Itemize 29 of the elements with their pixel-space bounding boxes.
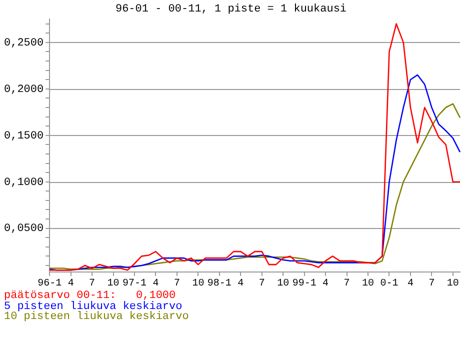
y-tick-label: 0,1000 bbox=[4, 176, 44, 189]
x-tick-label: 99-1 bbox=[292, 278, 316, 290]
text: päätösarvo 00-11: 0,1000 bbox=[4, 290, 176, 302]
x-tick-label: 10 bbox=[446, 278, 459, 290]
x-tick-label: 7 bbox=[258, 278, 265, 290]
x-tick-label: 4 bbox=[152, 278, 159, 290]
y-tick-label: 0,1500 bbox=[4, 130, 44, 142]
chart-title: 96-01 - 00-11, 1 piste = 1 kuukausi bbox=[115, 4, 347, 16]
text: 10 pisteen liukuva keskiarvo bbox=[4, 311, 189, 323]
x-tick-label: 0-1 bbox=[380, 278, 398, 290]
x-tick-label: 10 bbox=[192, 278, 204, 290]
x-tick-label: 98-1 bbox=[207, 278, 232, 290]
x-tick-label: 10 bbox=[362, 278, 374, 290]
x-tick-label: 7 bbox=[344, 278, 350, 290]
x-tick-label: 7 bbox=[428, 278, 435, 290]
x-tick-label: 4 bbox=[68, 278, 74, 290]
x-tick-label: 10 bbox=[277, 278, 290, 290]
y-tick-label: 0,2000 bbox=[4, 84, 44, 96]
x-tick-label: 7 bbox=[174, 278, 180, 290]
text: 5 pisteen liukuva keskiarvo bbox=[4, 300, 182, 312]
x-tick-label: 97-1 bbox=[122, 278, 147, 290]
x-tick-label: 7 bbox=[89, 278, 96, 290]
y-tick-label: 0,0500 bbox=[4, 223, 44, 236]
x-tick-label: 4 bbox=[238, 278, 244, 290]
y-tick-label: 0,2500 bbox=[4, 37, 44, 50]
x-tick-label: 96-1 bbox=[38, 278, 62, 290]
x-tick-label: 4 bbox=[322, 278, 329, 290]
x-tick-label: 10 bbox=[107, 278, 120, 290]
x-tick-label: 4 bbox=[407, 278, 414, 290]
